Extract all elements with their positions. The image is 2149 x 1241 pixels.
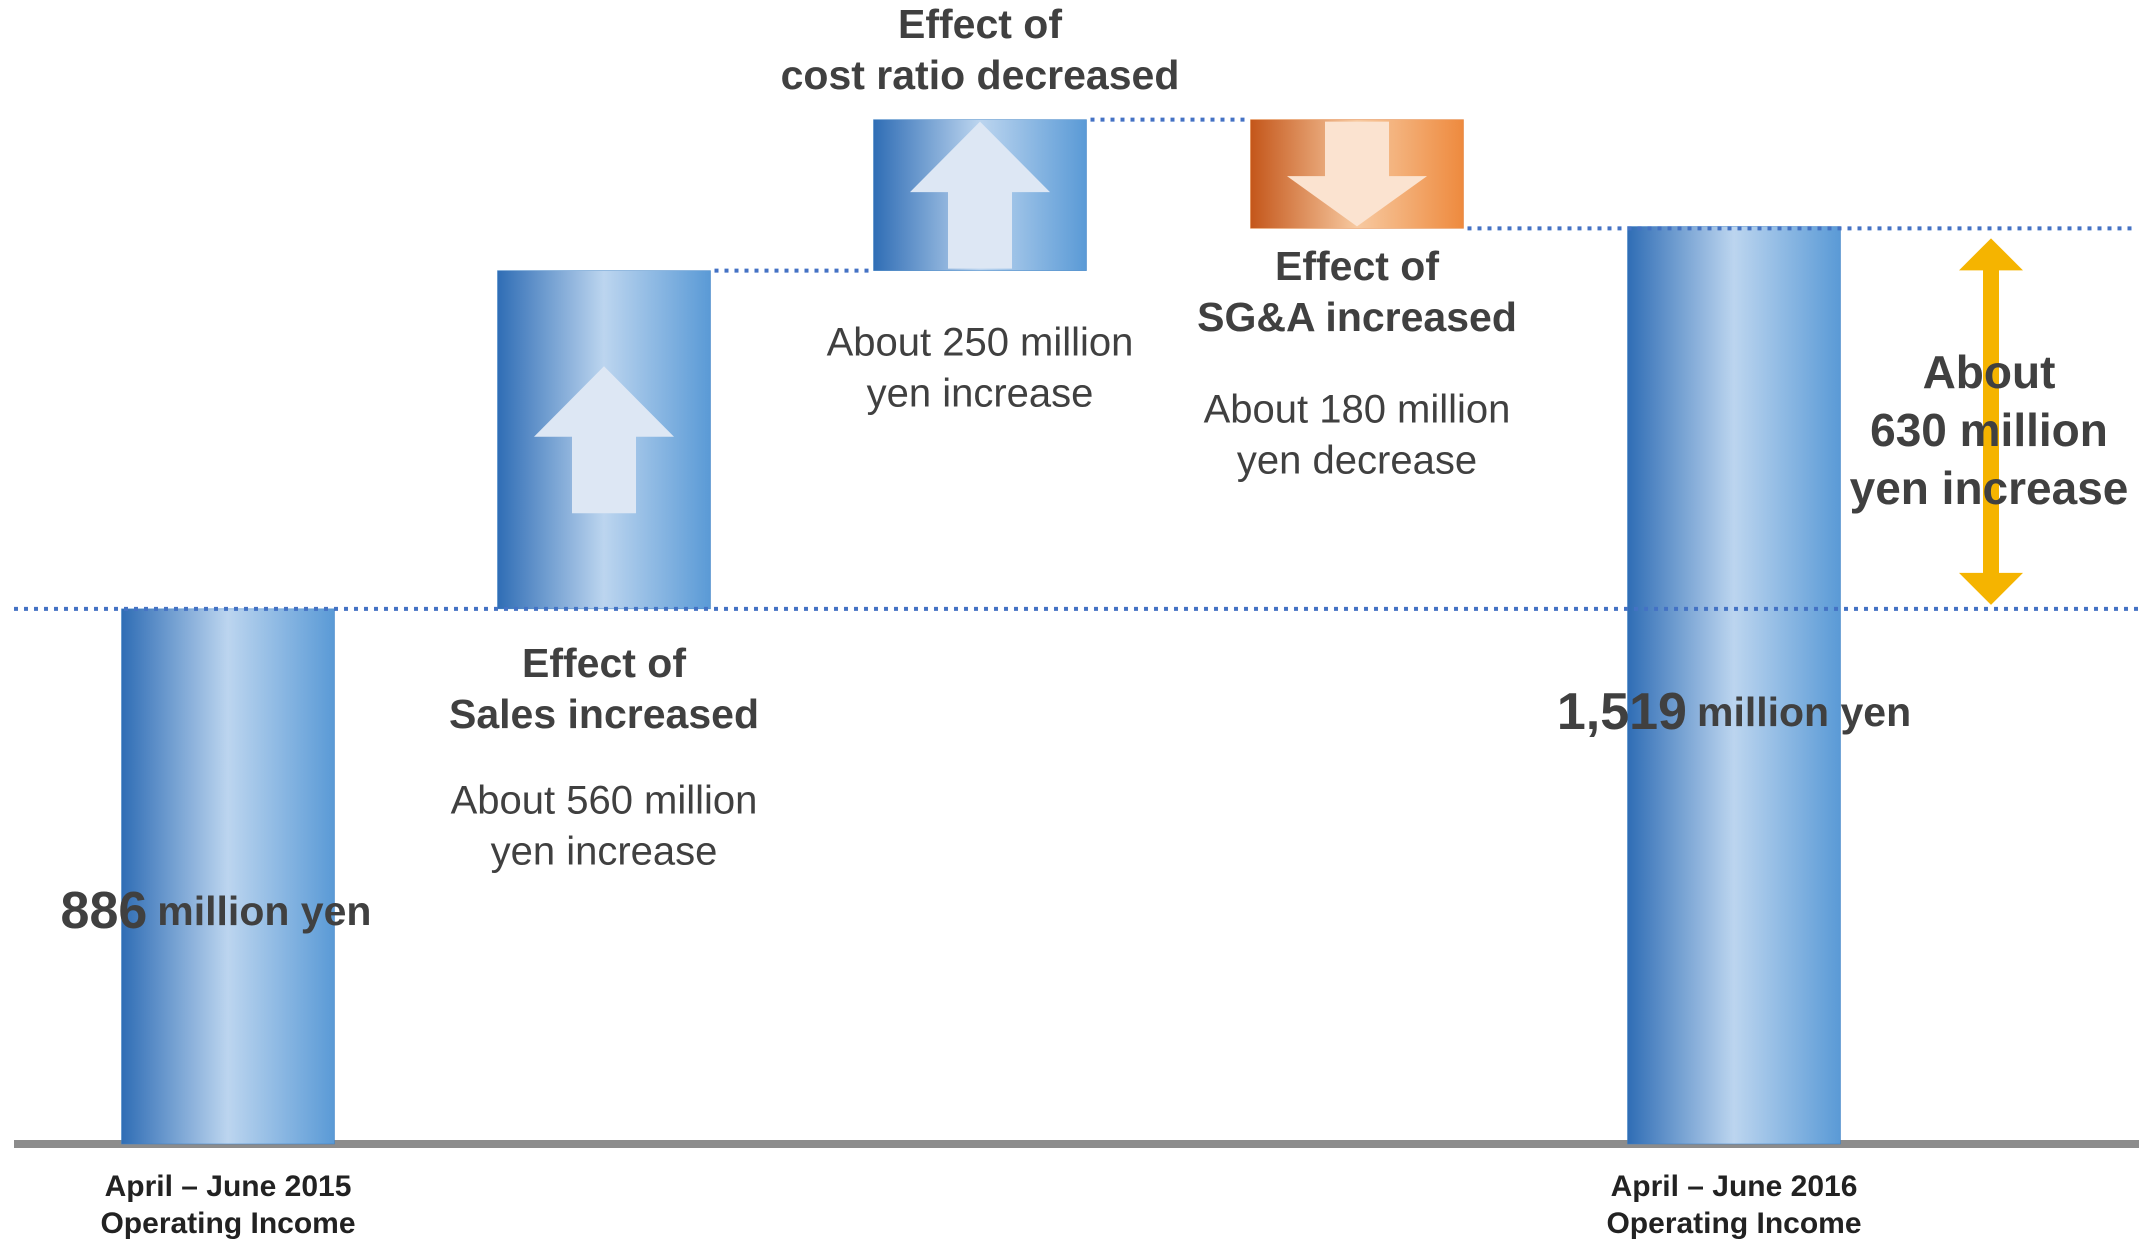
- value-label: About 180 million: [1204, 388, 1511, 432]
- annotation-text: yen increase: [1850, 462, 2129, 514]
- value-label: 1,519 million yen: [1557, 683, 1911, 741]
- category-label: April – June 2015: [105, 1170, 352, 1203]
- category-label: Effect of: [522, 640, 686, 686]
- direction-arrow: [1287, 121, 1427, 227]
- annotation-shaft: [1983, 268, 1999, 575]
- direction-arrow: [910, 121, 1050, 269]
- value-number: 1,519: [1557, 683, 1687, 741]
- category-label: Effect of: [1275, 243, 1439, 289]
- category-label: Sales increased: [449, 691, 759, 737]
- value-unit: million yen: [157, 888, 371, 934]
- bar: [1627, 226, 1841, 1145]
- category-label: Effect of: [898, 1, 1062, 47]
- value-label: yen increase: [491, 830, 718, 874]
- value-unit: million yen: [1697, 689, 1911, 735]
- value-label: yen decrease: [1237, 439, 1477, 483]
- category-label: Operating Income: [1606, 1207, 1861, 1240]
- annotation-text: About: [1923, 346, 2056, 398]
- category-label: April – June 2016: [1611, 1170, 1858, 1203]
- annotation-text: 630 million: [1870, 404, 2108, 456]
- category-label: Operating Income: [100, 1207, 355, 1240]
- value-label: yen increase: [867, 372, 1094, 416]
- bar: [121, 608, 335, 1145]
- baseline: [14, 1140, 2139, 1148]
- direction-arrow: [534, 366, 674, 514]
- value-label: 886 million yen: [61, 882, 372, 940]
- value-label: About 560 million: [451, 779, 758, 823]
- category-label: SG&A increased: [1197, 294, 1517, 340]
- annotation-head: [1959, 572, 2023, 605]
- category-label: cost ratio decreased: [781, 52, 1180, 98]
- annotation-head: [1959, 238, 2023, 271]
- value-number: 886: [61, 882, 148, 940]
- value-label: About 250 million: [827, 321, 1134, 365]
